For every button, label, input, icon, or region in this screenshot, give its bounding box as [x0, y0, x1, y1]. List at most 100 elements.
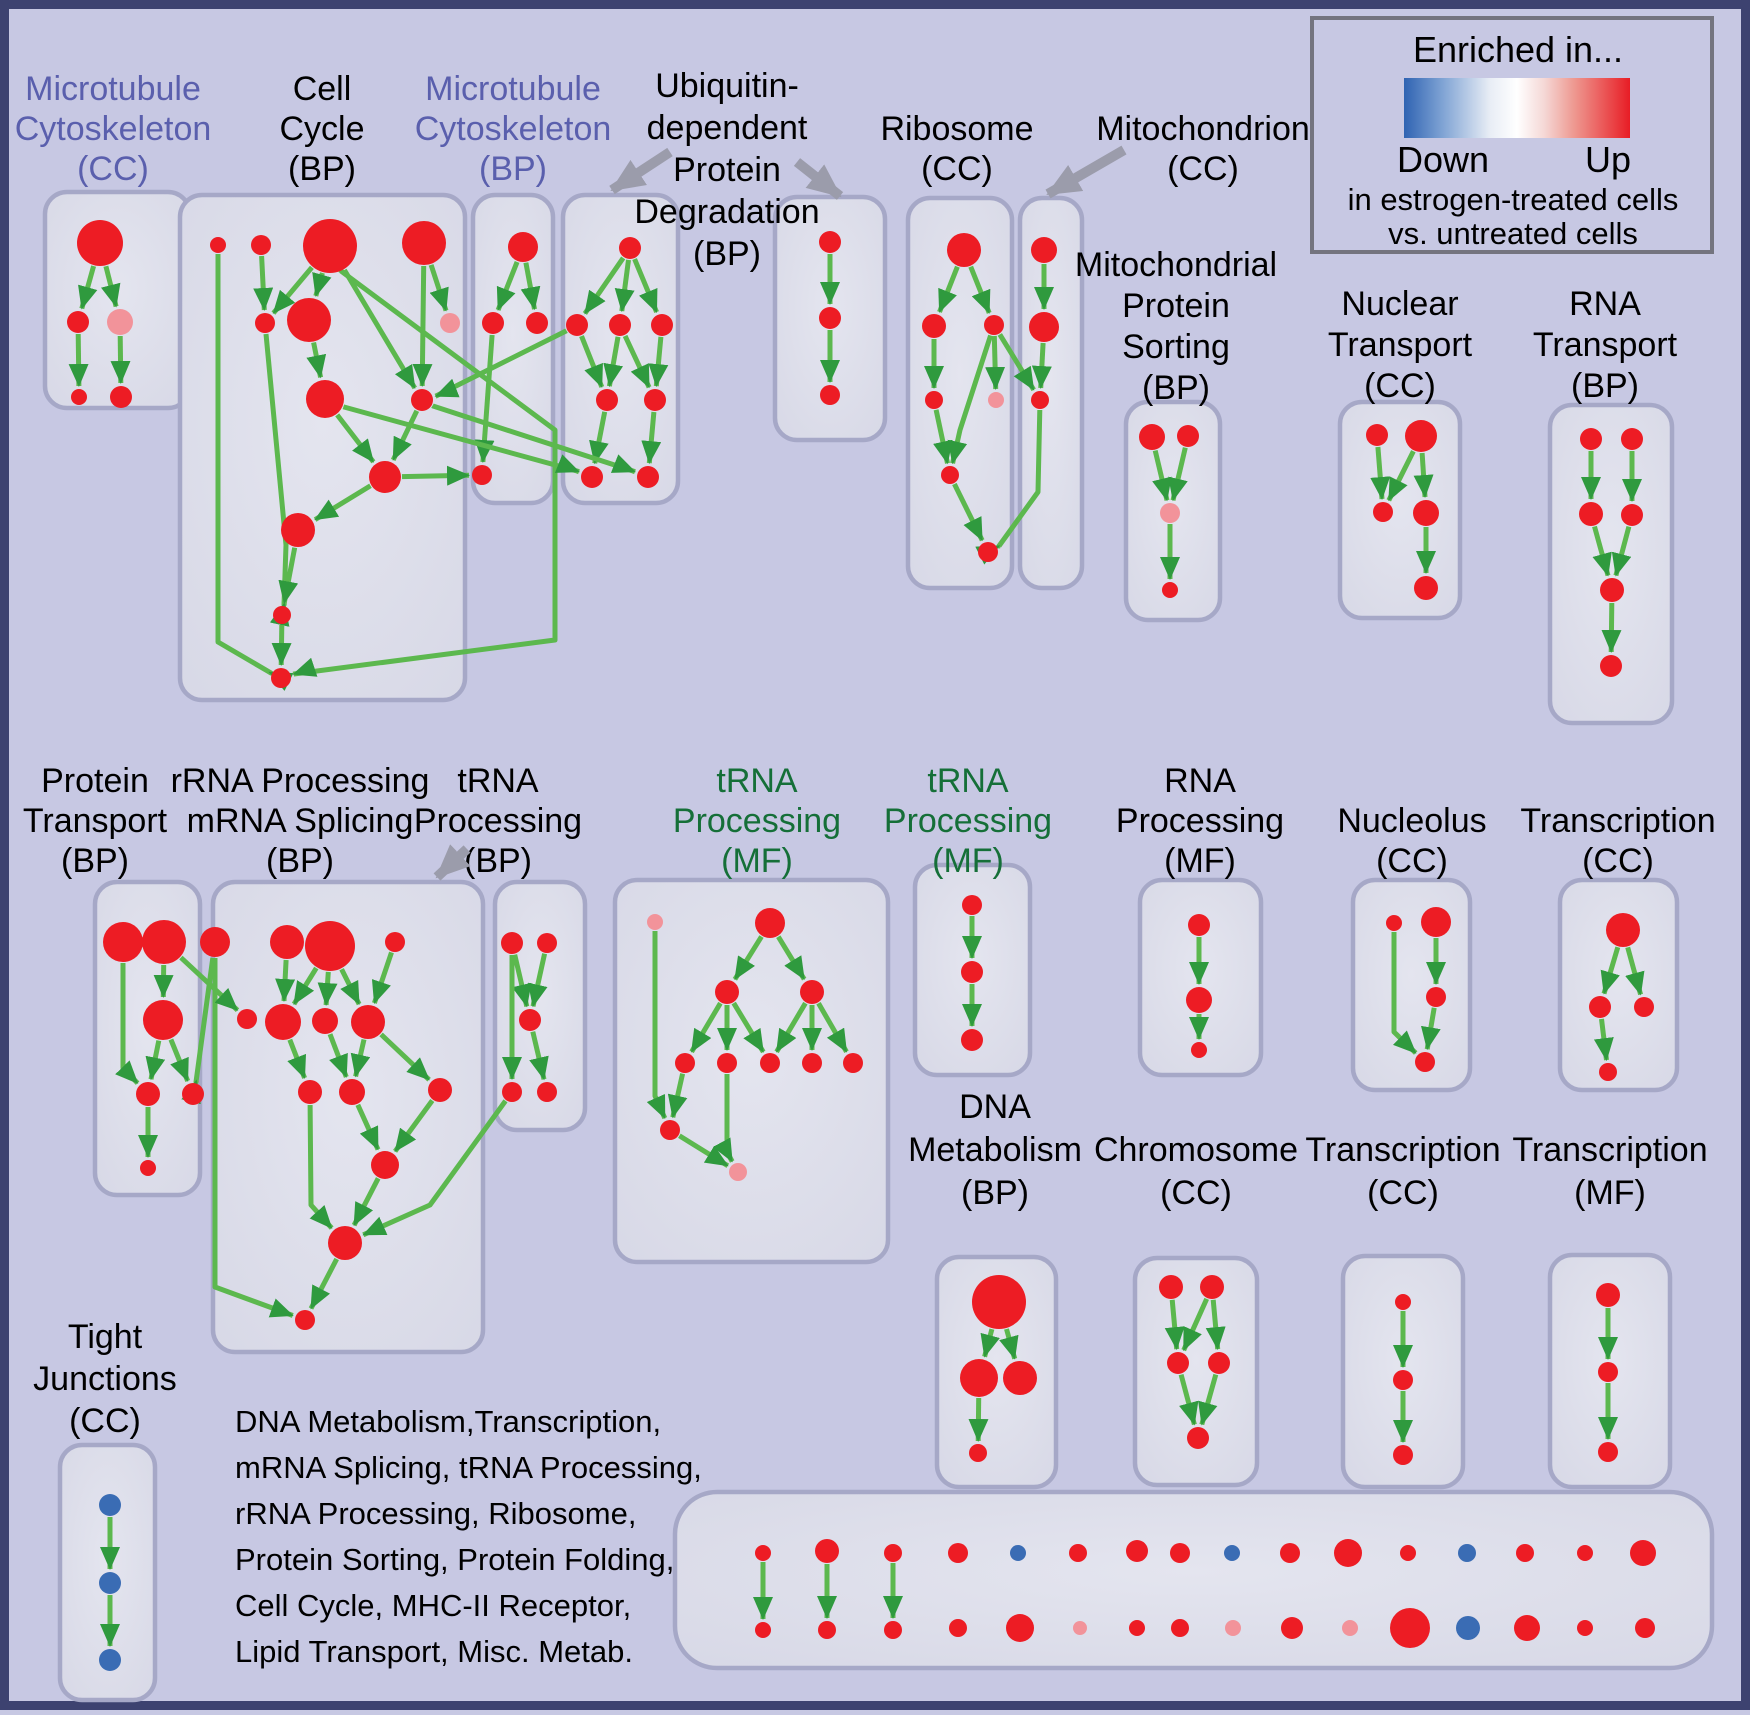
go-term-node-dna_met-0: [972, 1275, 1026, 1329]
edge-nuclear: [1370, 446, 1391, 500]
go-term-node-ribosome-2: [984, 315, 1004, 335]
go-term-node-trna_mf1-0: [647, 914, 663, 930]
go-term-node-transc_mf-0: [1596, 1283, 1620, 1307]
cluster-label-rna_proc-line1: Processing: [1116, 802, 1284, 840]
cluster-label-rna_transport-line1: Transport: [1533, 326, 1678, 364]
edge-transc_cc_mid: [1600, 946, 1621, 995]
edge-ub1: [632, 258, 659, 314]
edge-rrna: [275, 959, 296, 1002]
go-term-node-protein_transport-1: [142, 920, 186, 964]
edge-rrna: [371, 951, 394, 1005]
edge-cell_cycle: [312, 271, 332, 297]
go-term-node-dna_met-3: [969, 1444, 987, 1462]
go-term-node-ub1-7: [637, 466, 659, 488]
edge-cell_cycle: [291, 268, 558, 677]
edge-ub1: [582, 256, 626, 315]
edge-chromosome: [1178, 1373, 1199, 1426]
edge-trna_bp: [527, 953, 548, 1008]
go-term-node-mt_cc-4: [110, 386, 132, 408]
legend-up-label: Up: [1585, 139, 1631, 180]
go-term-node-transc_cc_mid-2: [1634, 997, 1654, 1017]
cluster-label-transc_cc_low-line1: (CC): [1367, 1174, 1439, 1212]
cluster-label-protein_transport-line2: (BP): [61, 842, 129, 880]
edge-chromosome: [1205, 1299, 1226, 1351]
go-term-node-trna_mf1-9: [660, 1120, 680, 1140]
go-term-node-protein_transport-5: [140, 1160, 156, 1176]
go-term-node-cell_cycle-9: [369, 461, 401, 493]
edge-protein_transport: [145, 1040, 166, 1081]
cluster-label-dna_met-line0: DNA: [959, 1088, 1031, 1126]
go-term-node-rrna-6: [312, 1008, 338, 1034]
go-term-node-misc_strip-12: [1126, 1540, 1148, 1562]
go-term-node-misc_strip-21: [1342, 1620, 1358, 1636]
edge-nucleolus: [1391, 932, 1418, 1055]
go-term-node-trna_bp-4: [537, 1082, 557, 1102]
edge-ub1: [579, 335, 605, 388]
cross-edge: [433, 328, 569, 399]
cluster-box-trna_mf1: [612, 877, 891, 1265]
edge-rrna: [317, 971, 338, 1006]
edge-trna_mf1: [816, 1002, 849, 1053]
go-term-node-nucleolus-1: [1421, 907, 1451, 937]
go-term-node-rna_proc-2: [1191, 1042, 1207, 1058]
edge-ub1: [622, 334, 652, 389]
go-term-node-ub1-1: [566, 314, 588, 336]
cluster-box-nuclear: [1337, 399, 1463, 621]
cluster-label-trna_bp-line0: tRNA: [457, 762, 539, 800]
edge-cell_cycle: [215, 254, 294, 691]
go-term-node-misc_strip-4: [884, 1544, 902, 1562]
cluster-label-ub1-line3: Degradation: [634, 193, 819, 231]
edge-ribosome: [968, 265, 992, 314]
cluster-label-transc_mf-line1: (MF): [1574, 1174, 1646, 1212]
go-term-node-chromosome-0: [1159, 1275, 1183, 1299]
go-term-node-nuclear-0: [1366, 424, 1388, 446]
cluster-box-chromosome: [1132, 1255, 1260, 1488]
go-term-node-dna_met-1: [960, 1359, 998, 1397]
edge-cell_cycle: [306, 342, 327, 379]
annotation-arrow-to-ubiquitin-box-2: [793, 158, 844, 200]
edge-mito_sort: [1152, 450, 1172, 502]
go-term-node-ribosome-4: [988, 392, 1004, 408]
edge-dna_met: [999, 1328, 1019, 1360]
go-term-node-rrna-7: [351, 1005, 385, 1039]
edge-trna_bp: [512, 954, 532, 1008]
edge-trna_mf1: [774, 1001, 808, 1054]
edge-rrna: [355, 1103, 381, 1151]
cluster-label-trna_mf2-line0: tRNA: [927, 762, 1009, 800]
edge-ub1: [589, 411, 609, 465]
edge-cell_cycle: [313, 483, 372, 522]
edge-mt_bp: [474, 334, 495, 463]
cluster-label-protein_transport-line1: Transport: [23, 802, 168, 840]
cluster-label-cell_cycle-line2: (BP): [288, 150, 356, 188]
go-term-node-trna_mf2-0: [962, 895, 982, 915]
cluster-label-mito-line0: Mitochondrion: [1096, 110, 1310, 148]
go-term-node-mt_bp-1: [482, 312, 504, 334]
edge-mito: [1031, 342, 1052, 389]
edge-nuclear: [1386, 450, 1416, 502]
cluster-label-trna_mf1-line1: Processing: [673, 802, 841, 840]
edge-dna_met: [980, 1328, 1000, 1358]
go-term-node-ribosome-3: [925, 391, 943, 409]
go-term-node-transc_mf-1: [1598, 1362, 1618, 1382]
edge-rrna: [291, 966, 319, 1006]
go-term-node-ub1-5: [644, 389, 666, 411]
edge-nuclear: [1413, 452, 1434, 498]
go-term-node-ribosome-5: [941, 466, 959, 484]
go-term-node-misc_strip-8: [1010, 1545, 1026, 1561]
misc-text-line-0: DNA Metabolism,Transcription,: [235, 1404, 661, 1439]
go-term-node-chromosome-3: [1208, 1352, 1230, 1374]
edge-rrna: [351, 1177, 381, 1227]
misc-text-line-1: mRNA Splicing, tRNA Processing,: [235, 1450, 702, 1485]
edge-rrna: [307, 1104, 334, 1230]
cluster-label-trna_mf1-line2: (MF): [721, 842, 793, 880]
edge-mito_sort: [1168, 447, 1188, 502]
go-term-node-rrna-10: [428, 1078, 452, 1102]
go-term-node-rna_transport-4: [1600, 578, 1624, 602]
go-term-node-misc_strip-16: [1224, 1545, 1240, 1561]
go-term-node-cell_cycle-2: [303, 219, 357, 273]
go-term-node-rrna-0: [200, 927, 230, 957]
go-term-node-trna_mf1-1: [755, 908, 785, 938]
edge-chromosome: [1198, 1373, 1219, 1426]
go-term-node-rrna-8: [298, 1080, 322, 1104]
go-term-node-misc_strip-13: [1129, 1620, 1145, 1636]
